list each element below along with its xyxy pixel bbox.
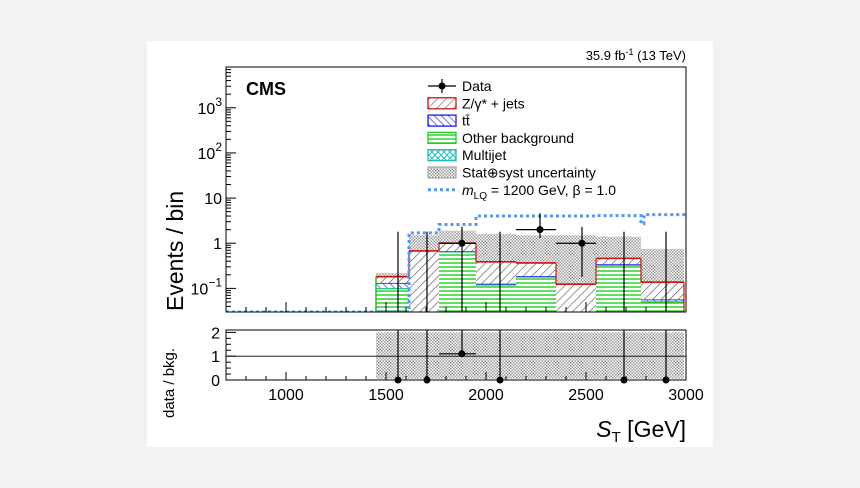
x-tick-label: 2000 <box>468 387 504 404</box>
legend-swatch <box>427 166 457 179</box>
data-point <box>536 226 544 234</box>
stack-bar <box>596 258 641 265</box>
legend-label: tt̄ <box>462 113 470 129</box>
stack-bar <box>439 243 476 252</box>
stack-bar <box>516 276 556 312</box>
y-tick-label: 1 <box>213 236 222 253</box>
legend-label: mLQ = 1200 GeV, β = 1.0 <box>462 182 616 202</box>
x-tick-label: 1000 <box>268 387 304 404</box>
legend-label: Stat⊕syst uncertainty <box>462 165 596 181</box>
ratio-point <box>458 350 466 358</box>
lumi-label: 35.9 fb-1 (13 TeV) <box>586 47 686 63</box>
stack-bar <box>641 301 684 312</box>
x-tick-label: 3000 <box>668 387 704 404</box>
ratio-y-ticks: 0 1 2 <box>211 325 236 390</box>
stack-bar <box>596 264 641 312</box>
stack-bar <box>641 299 684 302</box>
ratio-unc-band <box>376 332 684 379</box>
legend-swatch <box>427 97 457 110</box>
main-x-ticks <box>245 302 687 312</box>
ratio-frame <box>225 329 687 381</box>
main-y-ticks: 10−1 1 10 102 103 <box>191 66 236 313</box>
ratio-y-tick-label: 2 <box>211 325 220 342</box>
stack-bar <box>376 282 409 289</box>
x-tick-label: 2500 <box>568 387 604 404</box>
data-points <box>397 213 667 312</box>
stack-bar <box>516 262 556 277</box>
legend-swatch <box>427 149 457 162</box>
stack-bar <box>409 250 439 312</box>
figure: 35.9 fb-1 (13 TeV) 10−1 1 10 102 103 CMS Eve… <box>147 41 713 447</box>
stack-bar <box>376 276 409 283</box>
y-tick-label: 103 <box>198 95 223 118</box>
main-frame <box>225 66 687 313</box>
stack-bar <box>376 288 409 312</box>
ratio-points <box>394 330 670 384</box>
x-tick-label: 1500 <box>368 387 404 404</box>
legend-label: Other background <box>462 130 574 146</box>
stack-bar <box>641 282 684 300</box>
legend-label: Data <box>462 78 492 94</box>
x-axis-label: ST [GeV] <box>596 416 686 446</box>
data-point <box>578 239 586 247</box>
y-tick-label: 10 <box>204 191 222 208</box>
data-point <box>458 239 466 247</box>
stack-bar <box>439 251 476 312</box>
signal-curve <box>226 213 686 312</box>
signal-line <box>226 213 686 312</box>
stack-bar <box>476 261 516 284</box>
ratio-y-axis-label: data / bkg. <box>161 348 178 418</box>
legend-label: Multijet <box>462 147 506 163</box>
stack-bar <box>556 284 596 312</box>
cms-label: CMS <box>246 79 286 99</box>
legend-label: Z/γ* + jets <box>462 95 525 111</box>
background-stack <box>375 242 685 312</box>
ratio-x-ticks: 1000 1500 2000 2500 3000 <box>245 372 704 404</box>
ratio-y-tick-label: 0 <box>211 373 220 390</box>
main-y-axis-label: Events / bin <box>162 191 188 311</box>
ratio-uncertainty-band <box>376 332 684 379</box>
y-tick-label: 10−1 <box>191 275 223 298</box>
y-tick-label: 102 <box>198 140 223 163</box>
stack-bar <box>476 284 516 312</box>
legend-data-marker <box>438 82 446 90</box>
legend-swatch <box>427 131 457 145</box>
legend-swatch <box>427 114 457 127</box>
ratio-y-tick-label: 1 <box>211 349 220 366</box>
